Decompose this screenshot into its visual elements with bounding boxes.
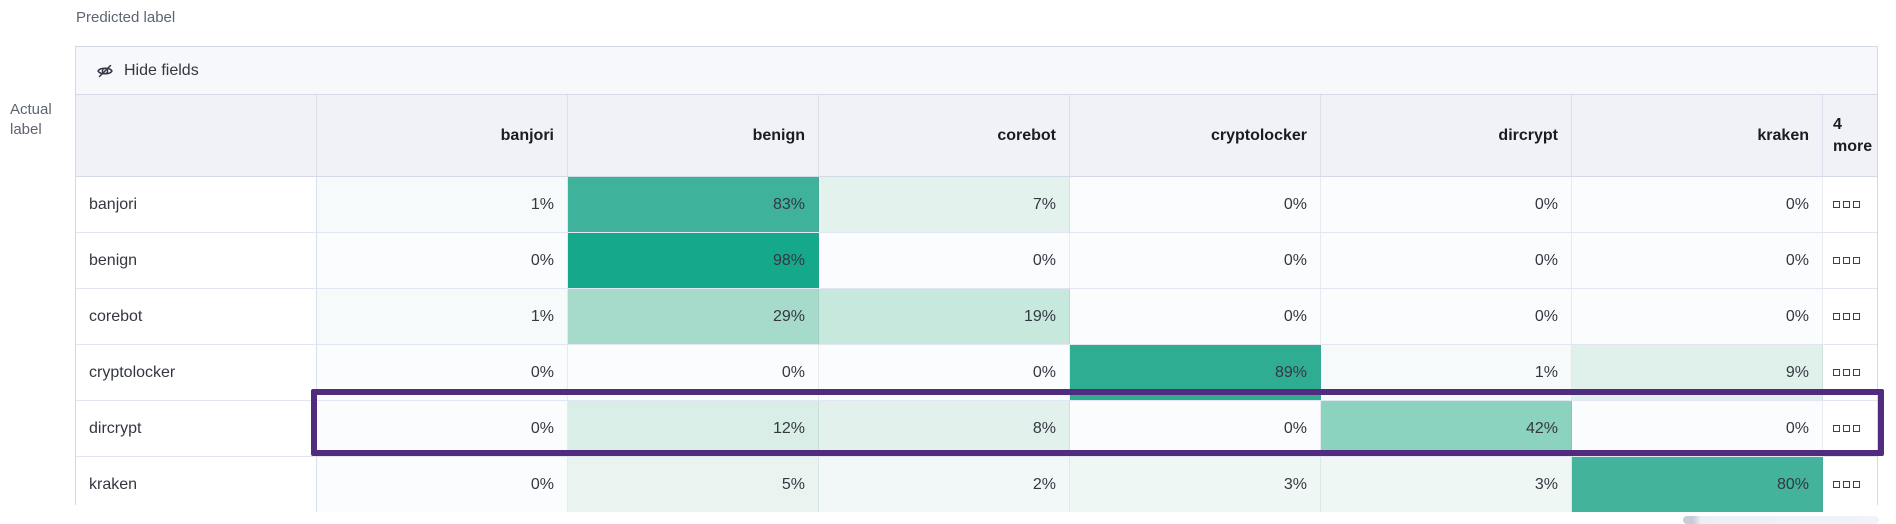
matrix-cell[interactable]: 8% (819, 401, 1070, 456)
matrix-row-corebot: corebot 1% 29% 19% 0% 0% 0% (76, 289, 1877, 345)
matrix-cell[interactable]: 0% (1321, 177, 1572, 232)
row-label[interactable]: kraken (76, 457, 317, 512)
horizontal-scrollbar[interactable] (1683, 516, 1879, 524)
hide-fields-button[interactable]: Hide fields (76, 47, 1877, 95)
row-actions-button[interactable] (1823, 233, 1877, 288)
row-actions-button[interactable] (1823, 177, 1877, 232)
matrix-cell[interactable]: 0% (1070, 401, 1321, 456)
matrix-cell[interactable]: 0% (1572, 289, 1823, 344)
matrix-row-banjori: banjori 1% 83% 7% 0% 0% 0% (76, 177, 1877, 233)
header-row: banjori benign corebot cryptolocker dirc… (76, 95, 1877, 177)
matrix-cell[interactable]: 0% (317, 401, 568, 456)
row-actions-button[interactable] (1823, 345, 1877, 400)
row-label[interactable]: corebot (76, 289, 317, 344)
matrix-cell[interactable]: 1% (317, 289, 568, 344)
hide-fields-label: Hide fields (124, 61, 199, 79)
matrix-row-dircrypt: dircrypt 0% 12% 8% 0% 42% 0% (76, 401, 1877, 457)
matrix-cell[interactable]: 0% (317, 233, 568, 288)
ellipsis-boxes-icon (1833, 201, 1860, 208)
column-header-benign[interactable]: benign (568, 95, 819, 176)
column-header-dircrypt[interactable]: dircrypt (1321, 95, 1572, 176)
matrix-cell[interactable]: 0% (1572, 401, 1823, 456)
matrix-cell[interactable]: 0% (568, 345, 819, 400)
matrix-cell[interactable]: 0% (1572, 177, 1823, 232)
matrix-cell[interactable]: 80% (1572, 457, 1823, 512)
matrix-cell[interactable]: 0% (317, 457, 568, 512)
ellipsis-boxes-icon (1833, 313, 1860, 320)
ellipsis-boxes-icon (1833, 425, 1860, 432)
column-header-cryptolocker[interactable]: cryptolocker (1070, 95, 1321, 176)
matrix-row-cryptolocker: cryptolocker 0% 0% 0% 89% 1% 9% (76, 345, 1877, 401)
matrix-cell[interactable]: 3% (1070, 457, 1321, 512)
matrix-cell[interactable]: 0% (819, 345, 1070, 400)
ellipsis-boxes-icon (1833, 257, 1860, 264)
row-label[interactable]: cryptolocker (76, 345, 317, 400)
predicted-label-axis-title: Predicted label (76, 9, 176, 26)
matrix-cell[interactable]: 0% (1070, 233, 1321, 288)
confusion-matrix-grid: Hide fields banjori benign corebot crypt… (75, 46, 1878, 512)
matrix-cell[interactable]: 3% (1321, 457, 1572, 512)
matrix-cell[interactable]: 0% (1572, 233, 1823, 288)
column-header-corebot[interactable]: corebot (819, 95, 1070, 176)
matrix-cell[interactable]: 0% (819, 233, 1070, 288)
column-header-kraken[interactable]: kraken (1572, 95, 1823, 176)
matrix-cell[interactable]: 0% (1070, 289, 1321, 344)
row-actions-button[interactable] (1823, 401, 1877, 456)
matrix-row-kraken: kraken 0% 5% 2% 3% 3% 80% (76, 457, 1877, 512)
row-actions-button[interactable] (1823, 289, 1877, 344)
column-header-banjori[interactable]: banjori (317, 95, 568, 176)
ellipsis-boxes-icon (1833, 369, 1860, 376)
more-columns-header[interactable]: 4 more (1823, 95, 1877, 176)
row-actions-button[interactable] (1823, 457, 1877, 512)
row-label[interactable]: dircrypt (76, 401, 317, 456)
matrix-cell[interactable]: 12% (568, 401, 819, 456)
matrix-cell[interactable]: 0% (1321, 233, 1572, 288)
matrix-cell[interactable]: 0% (1321, 289, 1572, 344)
matrix-cell[interactable]: 19% (819, 289, 1070, 344)
row-label[interactable]: benign (76, 233, 317, 288)
ellipsis-boxes-icon (1833, 481, 1860, 488)
matrix-cell[interactable]: 0% (1070, 177, 1321, 232)
matrix-cell[interactable]: 5% (568, 457, 819, 512)
corner-header-cell (76, 95, 317, 176)
matrix-cell[interactable]: 42% (1321, 401, 1572, 456)
matrix-cell[interactable]: 0% (317, 345, 568, 400)
matrix-cell[interactable]: 1% (1321, 345, 1572, 400)
matrix-cell[interactable]: 9% (1572, 345, 1823, 400)
matrix-cell[interactable]: 83% (568, 177, 819, 232)
matrix-cell[interactable]: 1% (317, 177, 568, 232)
matrix-cell[interactable]: 7% (819, 177, 1070, 232)
row-label[interactable]: banjori (76, 177, 317, 232)
matrix-cell[interactable]: 98% (568, 233, 819, 288)
actual-label-axis-title: Actual label (10, 101, 52, 138)
matrix-cell[interactable]: 29% (568, 289, 819, 344)
matrix-row-benign: benign 0% 98% 0% 0% 0% 0% (76, 233, 1877, 289)
matrix-cell[interactable]: 2% (819, 457, 1070, 512)
eye-slash-icon (96, 62, 114, 80)
matrix-cell[interactable]: 89% (1070, 345, 1321, 400)
